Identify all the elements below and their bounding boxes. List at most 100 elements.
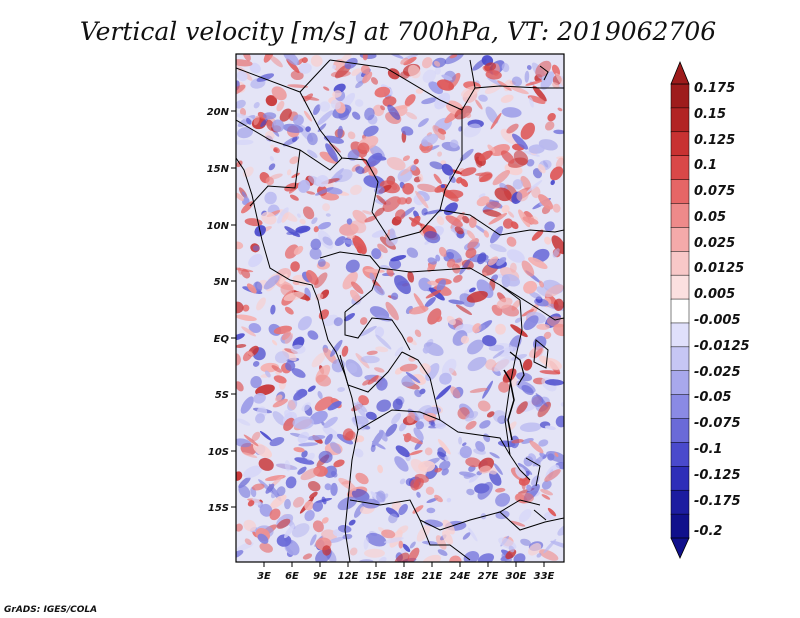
velocity-cell: [271, 86, 287, 101]
velocity-cell: [284, 226, 301, 238]
velocity-cell: [305, 126, 311, 132]
velocity-cell: [352, 209, 368, 224]
velocity-cell: [360, 64, 370, 74]
velocity-cell: [469, 387, 488, 393]
velocity-cell: [553, 298, 564, 311]
colorbar-swatch: [670, 346, 690, 372]
velocity-cell: [314, 272, 328, 289]
velocity-cell: [243, 434, 259, 447]
velocity-cell: [537, 164, 546, 174]
colorbar-swatch: [670, 394, 690, 420]
velocity-cell: [362, 210, 373, 215]
velocity-cell: [482, 209, 502, 218]
velocity-cell: [329, 536, 345, 544]
velocity-cell: [513, 150, 529, 166]
velocity-cell: [477, 481, 493, 500]
velocity-cell: [418, 277, 432, 292]
velocity-cell: [427, 257, 438, 265]
velocity-cell: [421, 133, 439, 147]
colorbar-label: 0.1: [694, 158, 717, 173]
velocity-cell: [310, 238, 322, 250]
colorbar-swatch: [670, 227, 690, 252]
velocity-cell: [374, 367, 385, 373]
lon-label: 6E: [285, 571, 299, 582]
velocity-cell: [394, 456, 409, 472]
velocity-cell: [462, 532, 471, 540]
velocity-cell: [397, 197, 408, 205]
velocity-cell: [385, 423, 398, 437]
velocity-cell: [363, 174, 385, 189]
velocity-cell: [387, 104, 401, 120]
velocity-cell: [391, 501, 402, 511]
velocity-cell: [318, 450, 333, 464]
velocity-cell: [244, 538, 252, 545]
velocity-cell: [258, 457, 274, 471]
velocity-cell: [495, 493, 511, 507]
velocity-cell: [543, 331, 552, 340]
velocity-cell: [276, 534, 292, 547]
velocity-cell: [495, 323, 506, 335]
velocity-cell: [287, 399, 296, 410]
velocity-cell: [511, 133, 529, 150]
velocity-cell: [250, 376, 262, 389]
velocity-cell: [281, 212, 289, 223]
velocity-cell: [241, 269, 251, 279]
velocity-cell: [482, 335, 497, 347]
velocity-cell: [489, 225, 504, 244]
velocity-cell: [381, 529, 396, 539]
velocity-cell: [346, 234, 355, 240]
velocity-cell: [463, 551, 480, 562]
velocity-cell: [342, 271, 358, 290]
velocity-cell: [274, 351, 290, 364]
velocity-cell: [429, 161, 444, 170]
velocity-cell: [417, 118, 429, 128]
velocity-cell: [450, 386, 461, 399]
velocity-cell: [434, 67, 441, 75]
velocity-cell: [292, 416, 315, 430]
velocity-cell: [416, 524, 431, 542]
velocity-cell: [551, 235, 564, 255]
velocity-cell: [374, 207, 385, 217]
velocity-cell: [294, 457, 315, 465]
velocity-cell: [468, 216, 477, 228]
velocity-cell: [520, 175, 532, 191]
velocity-cell: [341, 345, 349, 357]
velocity-cell: [236, 301, 244, 314]
velocity-cell: [415, 421, 424, 430]
velocity-cell: [356, 401, 368, 413]
velocity-cell: [409, 450, 423, 456]
velocity-cell: [554, 452, 559, 458]
velocity-cell: [413, 427, 424, 441]
velocity-cell: [259, 542, 273, 553]
velocity-cell: [467, 339, 484, 355]
velocity-cell: [528, 144, 545, 154]
velocity-cell: [458, 436, 463, 445]
velocity-cell: [487, 77, 502, 86]
lat-label: 15N: [207, 164, 230, 175]
figure-title: Vertical velocity [m/s] at 700hPa, VT: 2…: [80, 17, 716, 46]
velocity-cell: [523, 315, 539, 331]
velocity-cell: [236, 139, 254, 146]
velocity-cell: [237, 267, 243, 275]
velocity-cell: [253, 115, 260, 126]
velocity-cell: [310, 55, 323, 67]
velocity-cell: [515, 466, 527, 479]
velocity-cell: [382, 96, 397, 107]
velocity-cell: [301, 402, 311, 412]
velocity-cell: [463, 123, 482, 138]
velocity-cell: [355, 166, 365, 175]
velocity-cell: [276, 486, 286, 497]
velocity-cell: [354, 448, 364, 458]
velocity-cell: [303, 110, 313, 122]
velocity-cell: [479, 465, 491, 474]
velocity-cell: [511, 76, 523, 87]
velocity-cell: [304, 510, 315, 522]
velocity-cell: [544, 221, 555, 232]
velocity-cell: [405, 111, 418, 120]
velocity-cell: [279, 108, 292, 122]
velocity-cell: [363, 125, 379, 137]
velocity-cell: [414, 389, 422, 398]
velocity-cell: [538, 280, 544, 288]
velocity-cell: [425, 289, 442, 299]
velocity-cell: [402, 434, 423, 445]
